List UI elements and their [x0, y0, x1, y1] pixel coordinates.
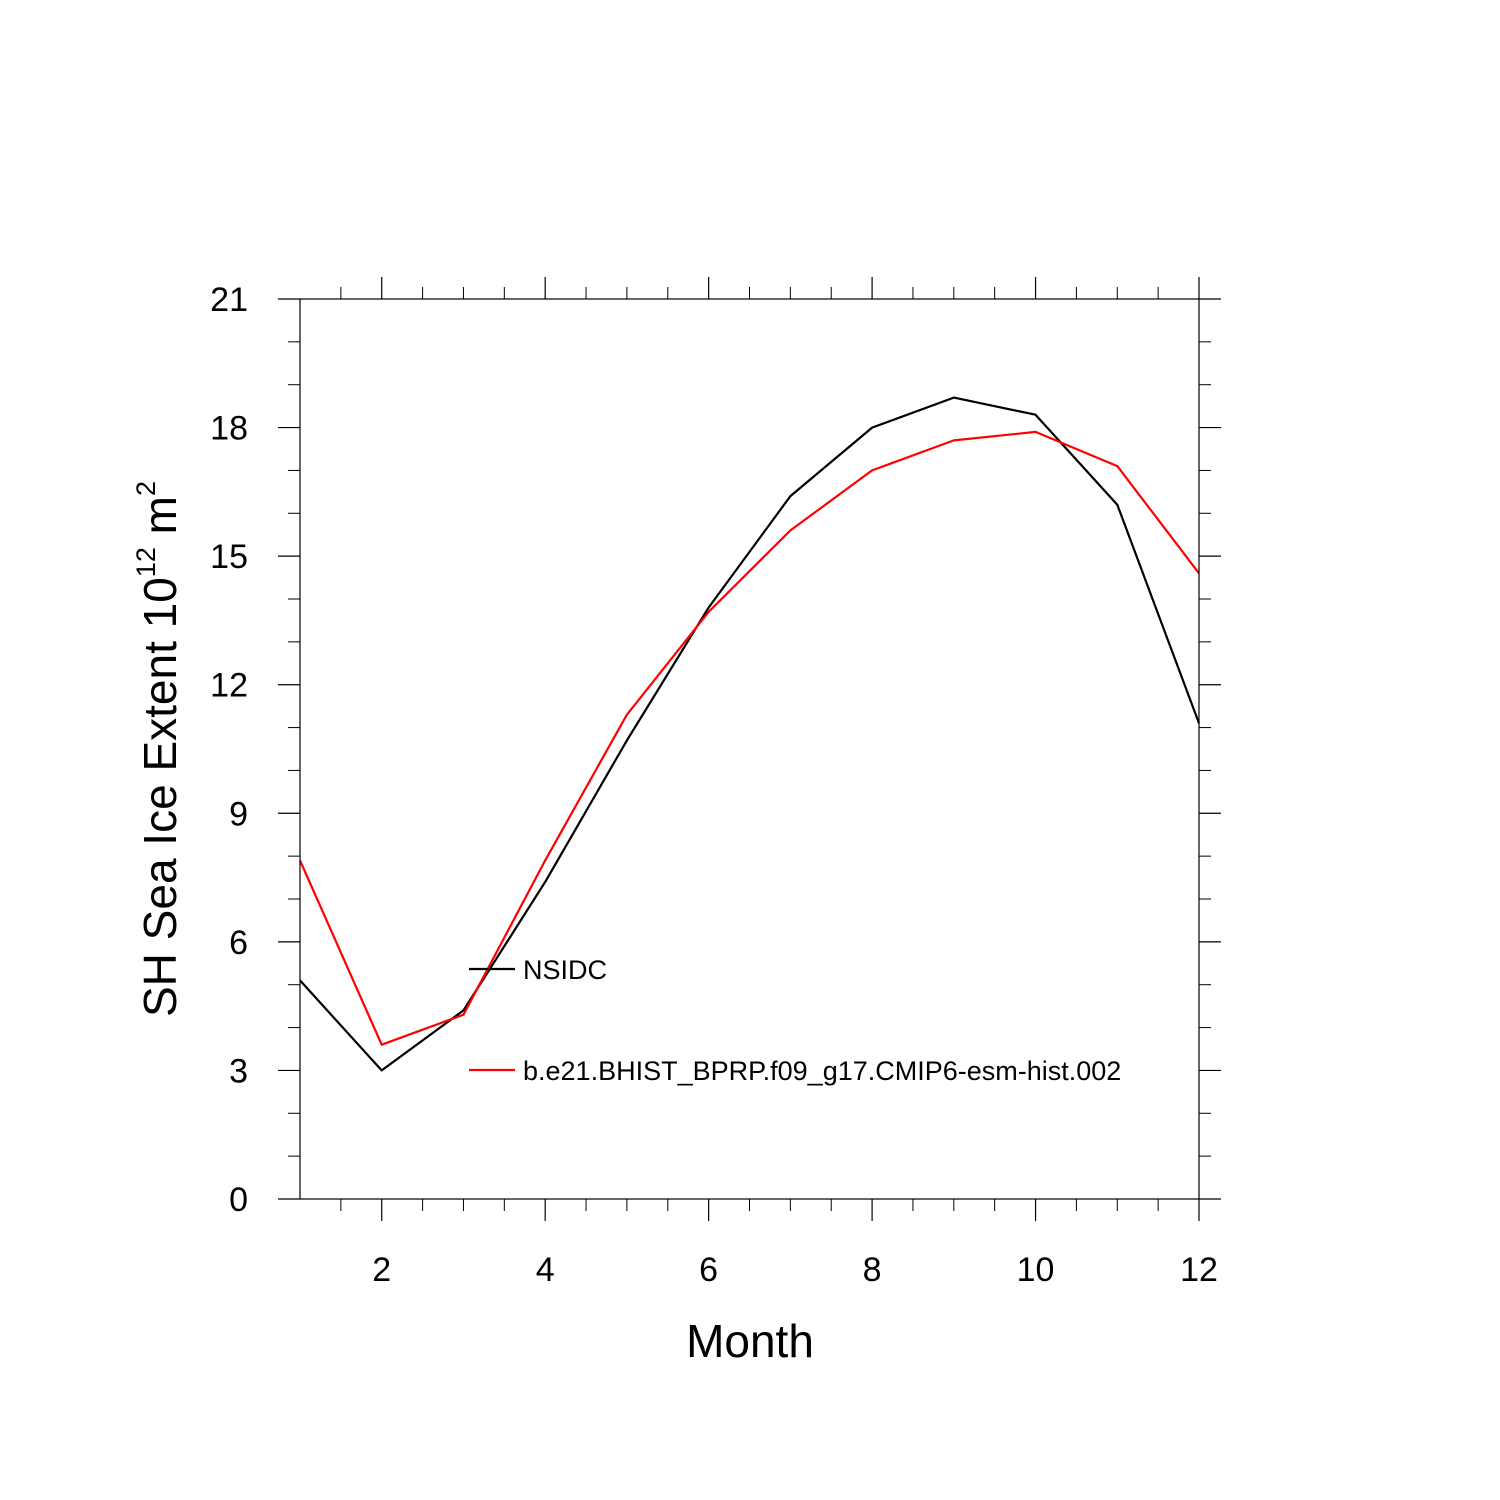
y-tick-label: 21	[210, 281, 248, 319]
plot-frame	[299, 298, 1200, 1200]
x-tick-label: 8	[863, 1251, 882, 1289]
series-line-2	[298, 430, 1200, 1046]
y-axis-label-exponent: 12	[131, 547, 161, 577]
legend: NSIDC b.e21.BHIST_BPRP.f09_g17.CMIP6-esm-…	[469, 955, 1121, 1086]
minor-ticks	[288, 287, 1211, 1211]
y-tick-label: 0	[229, 1181, 248, 1219]
legend-label-2: b.e21.BHIST_BPRP.f09_g17.CMIP6-esm-hist.…	[523, 1056, 1121, 1086]
major-ticks	[278, 277, 1221, 1221]
y-axis-label: SH Sea Ice Extent 1012 m2	[131, 481, 186, 1017]
y-axis-label-prefix: SH Sea Ice Extent 10	[134, 577, 186, 1017]
legend-label-1: NSIDC	[523, 955, 607, 985]
y-axis-label-unit: m	[134, 496, 186, 547]
y-tick-labels: 0 3 6 9 12 15 18 21	[210, 281, 248, 1219]
x-tick-label: 4	[536, 1251, 555, 1289]
y-tick-label: 6	[229, 924, 248, 962]
y-tick-label: 12	[210, 667, 248, 705]
y-tick-label: 18	[210, 410, 248, 448]
y-tick-label: 3	[229, 1052, 248, 1090]
y-tick-label: 9	[229, 795, 248, 833]
x-tick-label: 12	[1180, 1251, 1218, 1289]
x-tick-label: 10	[1017, 1251, 1055, 1289]
series-line-1	[299, 396, 1201, 1072]
series-lines	[298, 396, 1201, 1072]
y-tick-label: 15	[210, 538, 248, 576]
x-tick-label: 6	[699, 1251, 718, 1289]
x-tick-labels: 2 4 6 8 10 12	[372, 1251, 1218, 1289]
x-tick-label: 2	[372, 1251, 391, 1289]
x-axis-label: Month	[686, 1315, 814, 1367]
y-axis-label-unit-exponent: 2	[131, 481, 161, 496]
